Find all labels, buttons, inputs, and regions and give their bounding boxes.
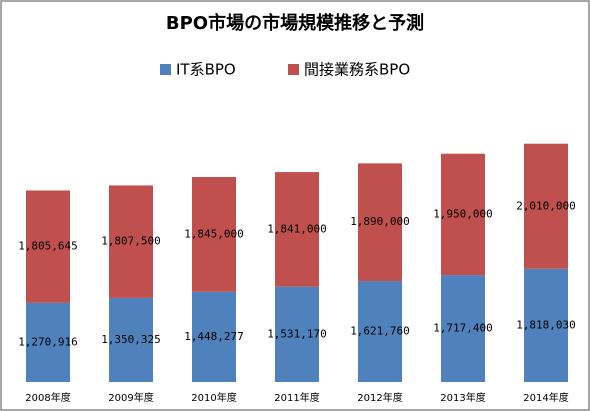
bar-segment bbox=[192, 291, 236, 382]
value-label: 1,717,400 bbox=[433, 322, 493, 335]
bar-segment bbox=[275, 172, 319, 287]
value-label: 1,448,277 bbox=[184, 330, 244, 343]
legend-label: IT系BPO bbox=[176, 61, 236, 79]
value-label: 1,818,030 bbox=[516, 318, 576, 331]
x-tick-label: 2012年度 bbox=[357, 391, 402, 404]
value-label: 1,950,000 bbox=[433, 207, 493, 220]
bar-segment bbox=[275, 286, 319, 382]
chart-title: BPO市場の市場規模推移と予測 bbox=[166, 12, 424, 34]
bar-segment bbox=[26, 190, 70, 303]
bar-segment bbox=[358, 281, 402, 382]
bar-segment bbox=[358, 163, 402, 282]
value-label: 2,010,000 bbox=[516, 199, 576, 212]
x-tick-label: 2008年度 bbox=[25, 391, 70, 404]
value-label: 1,807,500 bbox=[101, 235, 161, 248]
value-label: 1,890,000 bbox=[350, 215, 410, 228]
value-label: 1,805,645 bbox=[18, 240, 78, 253]
bar-segment bbox=[441, 153, 485, 276]
bar-segment bbox=[109, 297, 153, 382]
value-label: 1,270,916 bbox=[18, 335, 78, 348]
x-tick-label: 2011年度 bbox=[274, 391, 319, 404]
value-label: 1,350,325 bbox=[101, 333, 161, 346]
x-tick-label: 2010年度 bbox=[191, 391, 236, 404]
legend-label: 間接業務系BPO bbox=[304, 61, 410, 79]
x-tick-label: 2009年度 bbox=[108, 391, 153, 404]
legend-swatch bbox=[288, 64, 299, 75]
bar-segment bbox=[26, 302, 70, 382]
x-tick-label: 2014年度 bbox=[523, 391, 568, 404]
value-label: 1,845,000 bbox=[184, 227, 244, 240]
bar-segment bbox=[524, 143, 568, 269]
bar-segment bbox=[441, 275, 485, 382]
bar-segment bbox=[524, 268, 568, 382]
legend-swatch bbox=[160, 64, 171, 75]
bar-segment bbox=[192, 176, 236, 292]
value-label: 1,621,760 bbox=[350, 325, 410, 338]
value-label: 1,841,000 bbox=[267, 222, 327, 235]
value-label: 1,531,170 bbox=[267, 327, 327, 340]
bar-segment bbox=[109, 185, 153, 298]
x-tick-label: 2013年度 bbox=[440, 391, 485, 404]
